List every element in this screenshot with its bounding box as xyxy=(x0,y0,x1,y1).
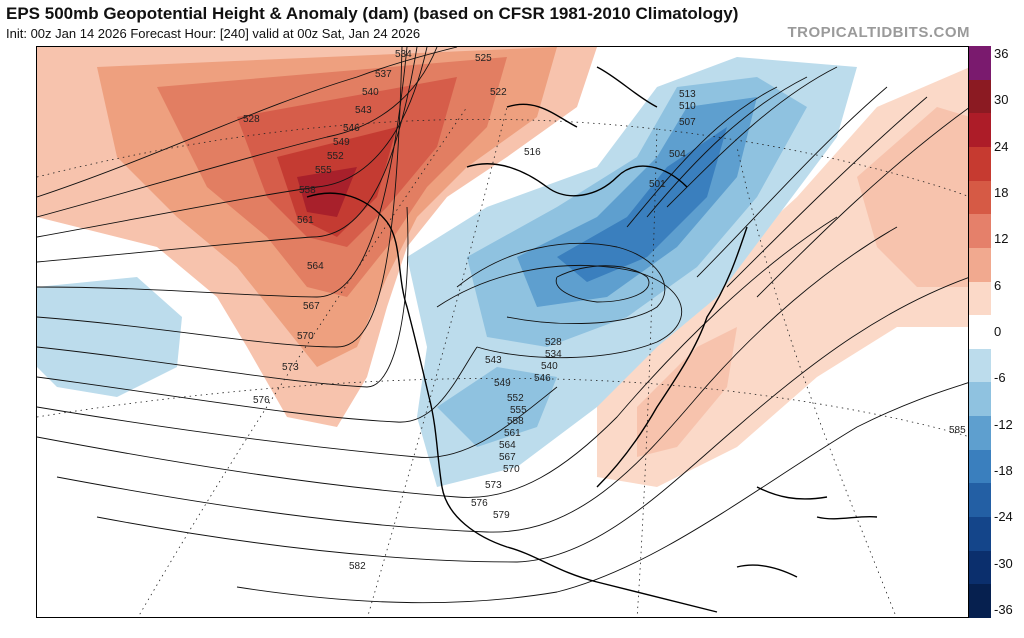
map-panel: 534 537 540 543 546 549 552 555 558 561 … xyxy=(36,46,969,618)
colorbar-tick-label: 24 xyxy=(994,138,1009,154)
positive-anomaly-east xyxy=(597,67,968,487)
contour-label: 555 xyxy=(510,405,527,416)
colorbar-tick-label: -36 xyxy=(994,602,1013,617)
chart-subtitle: Init: 00z Jan 14 2026 Forecast Hour: [24… xyxy=(6,26,421,41)
contour-label: 546 xyxy=(343,123,360,134)
contour-label: 567 xyxy=(303,301,320,312)
colorbar-segment xyxy=(969,247,991,283)
chart-title: EPS 500mb Geopotential Height & Anomaly … xyxy=(6,4,739,23)
colorbar-segment xyxy=(969,382,991,417)
contour-label: 564 xyxy=(499,440,516,451)
colorbar-tick-label: 36 xyxy=(994,46,1009,61)
colorbar-segment xyxy=(969,79,991,114)
contour-label: 501 xyxy=(649,179,666,190)
contour-label: 540 xyxy=(362,87,379,98)
colorbar-tick-label: -30 xyxy=(994,555,1013,571)
contour-label: 576 xyxy=(471,498,488,509)
contour-label: 543 xyxy=(485,355,502,366)
contour-label: 576 xyxy=(253,395,270,406)
contour-label: 579 xyxy=(493,510,510,521)
colorbar-segment xyxy=(969,348,991,383)
contour-label: 510 xyxy=(679,101,696,112)
colorbar-tick-label: 0 xyxy=(994,324,1002,339)
colorbar-tick-label: -12 xyxy=(994,416,1013,432)
colorbar-segment xyxy=(969,180,991,215)
colorbar-segment xyxy=(969,146,991,182)
contour-label: 513 xyxy=(679,89,696,100)
contour-label: 516 xyxy=(524,147,541,158)
negative-anomaly-pacific xyxy=(37,277,182,397)
contour-label: 567 xyxy=(499,452,516,463)
colorbar-segment xyxy=(969,315,991,350)
colorbar-segment xyxy=(969,449,991,484)
contour-label: 525 xyxy=(475,53,492,64)
colorbar-tick-label: -6 xyxy=(994,370,1006,386)
contour-label: 549 xyxy=(494,378,511,389)
contour-label: 552 xyxy=(507,393,524,404)
contour-label: 522 xyxy=(490,87,507,98)
contour-label: 570 xyxy=(297,331,314,342)
contour-label: 507 xyxy=(679,117,696,128)
coastlines xyxy=(306,66,878,613)
colorbar-tick-label: -18 xyxy=(994,463,1013,478)
contour-label: 585 xyxy=(949,425,966,436)
contour-label: 528 xyxy=(243,114,260,125)
contour-label: 504 xyxy=(669,149,686,160)
colorbar-segment xyxy=(969,46,991,81)
contour-label: 573 xyxy=(282,362,299,373)
contour-label: 564 xyxy=(307,261,324,272)
map-svg: 534 537 540 543 546 549 552 555 558 561 … xyxy=(37,47,968,617)
contour-label: 558 xyxy=(299,185,316,196)
colorbar-segment xyxy=(969,483,991,518)
contour-label: 561 xyxy=(504,428,521,439)
colorbar-segment xyxy=(969,416,991,451)
colorbar-tick-label: 6 xyxy=(994,277,1002,293)
contour-label: 540 xyxy=(541,361,558,372)
colorbar-segment xyxy=(969,113,991,148)
contour-label: 558 xyxy=(507,416,524,427)
contour-label: 534 xyxy=(545,349,562,360)
colorbar-tick-label: -24 xyxy=(994,509,1013,525)
contour-label: 573 xyxy=(485,480,502,491)
contour-label: 570 xyxy=(503,464,520,475)
colorbar-segment xyxy=(969,517,991,552)
graticule xyxy=(37,106,968,617)
contour-label: 537 xyxy=(375,69,392,80)
contour-label: 555 xyxy=(315,165,332,176)
colorbar-segment xyxy=(969,214,991,249)
contour-label-group: 534 537 540 543 546 549 552 555 558 561 … xyxy=(243,49,966,572)
height-contours xyxy=(37,47,968,604)
contour-label: 561 xyxy=(297,215,314,226)
colorbar-segment xyxy=(969,584,991,619)
brand-watermark: TROPICALTIDBITS.COM xyxy=(787,24,970,41)
colorbar-segment xyxy=(969,550,991,585)
colorbar-tick-label: 12 xyxy=(994,231,1009,247)
colorbar xyxy=(969,46,991,619)
contour-label: 534 xyxy=(395,49,412,60)
negative-anomaly-west-us xyxy=(437,367,557,447)
contour-label: 582 xyxy=(349,561,366,572)
contour-label: 546 xyxy=(534,373,551,384)
contour-label: 552 xyxy=(327,151,344,162)
colorbar-tick-label: 30 xyxy=(994,92,1009,108)
colorbar-tick-label: 18 xyxy=(994,185,1009,200)
contour-label: 543 xyxy=(355,105,372,116)
contour-label: 549 xyxy=(333,137,350,148)
contour-label: 528 xyxy=(545,337,562,348)
colorbar-segment xyxy=(969,281,991,316)
